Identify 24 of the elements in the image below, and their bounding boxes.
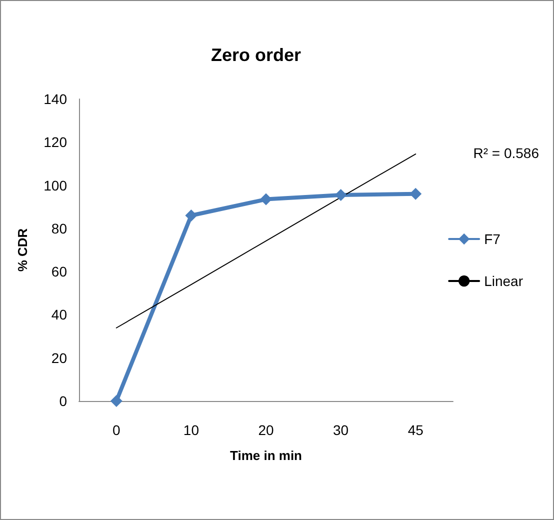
y-axis-title: % CDR [15,228,30,272]
point [110,395,122,407]
legend-label: Linear [484,273,524,289]
y-tick-label: 0 [59,393,68,409]
x-tick-label: 10 [183,422,200,438]
point [185,209,198,222]
y-tick-label: 60 [51,264,68,280]
y-tick-label: 120 [44,134,68,150]
y-tick-label: 40 [51,306,68,323]
point [334,188,347,201]
x-tick-label: 30 [333,422,349,438]
x-tick-label: 45 [408,422,424,438]
y-tick-label: 20 [51,350,68,366]
line-series [116,154,416,328]
legend-label: F7 [484,231,501,247]
point [260,193,272,206]
y-tick-label: 80 [51,220,68,236]
x-tick-label: 0 [112,422,120,438]
chart-title: Zero order [210,45,302,65]
x-axis-title: Time in min [230,448,302,463]
text: R² = 0.586 [473,145,540,161]
y-tick-label: 140 [44,91,68,107]
x-tick-label: 20 [258,422,274,438]
y-tick-label: 100 [44,177,68,194]
